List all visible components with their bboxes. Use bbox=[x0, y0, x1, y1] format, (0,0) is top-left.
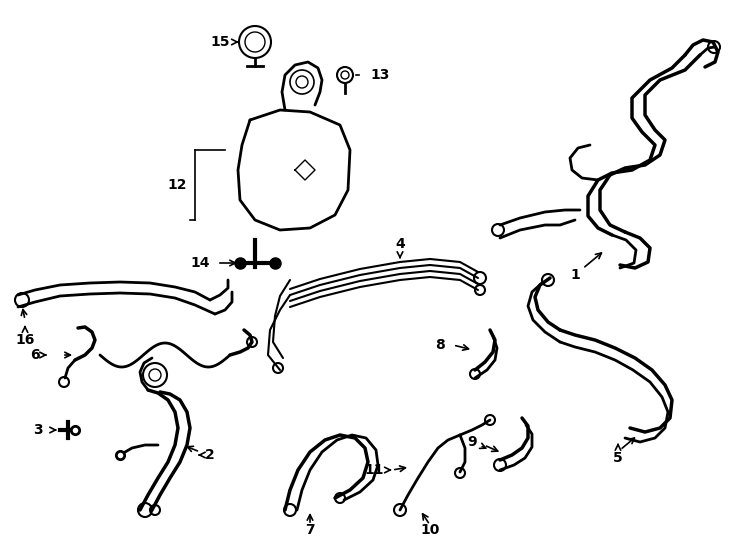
Text: 8: 8 bbox=[435, 338, 445, 352]
Text: 10: 10 bbox=[421, 523, 440, 537]
Text: 12: 12 bbox=[167, 178, 186, 192]
Text: 15: 15 bbox=[210, 35, 230, 49]
Text: 13: 13 bbox=[371, 68, 390, 82]
Text: 3: 3 bbox=[33, 423, 43, 437]
Text: 4: 4 bbox=[395, 237, 405, 258]
Text: 11: 11 bbox=[364, 463, 390, 477]
Text: 16: 16 bbox=[15, 327, 34, 347]
Text: 9: 9 bbox=[467, 435, 486, 449]
Text: 14: 14 bbox=[190, 256, 210, 270]
Text: 7: 7 bbox=[305, 523, 315, 537]
Text: 1: 1 bbox=[570, 253, 601, 282]
Text: 5: 5 bbox=[613, 444, 623, 465]
Text: 2: 2 bbox=[199, 448, 215, 462]
Text: 6: 6 bbox=[30, 348, 46, 362]
